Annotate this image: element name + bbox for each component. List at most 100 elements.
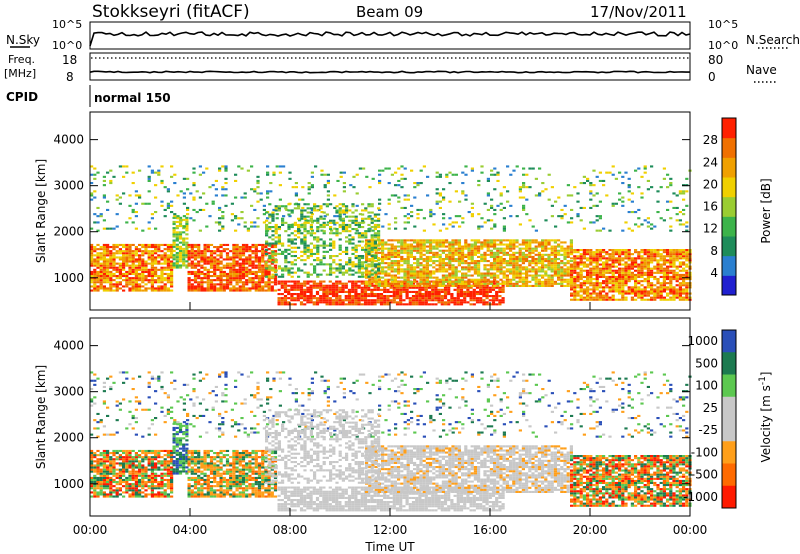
power-cell: [216, 289, 220, 292]
power-cell: [222, 270, 226, 273]
power-cell: [643, 165, 647, 168]
power-cell: [265, 261, 269, 264]
power-cell: [454, 260, 458, 263]
power-cell: [112, 256, 116, 259]
power-cell: [257, 279, 262, 282]
power-cell: [488, 286, 492, 289]
power-cell: [138, 275, 142, 278]
power-cell: [408, 290, 412, 293]
power-cell: [646, 280, 650, 283]
power-cell: [634, 284, 638, 287]
power-cell: [431, 303, 435, 306]
power-cell: [403, 260, 407, 263]
power-cell: [257, 256, 262, 259]
power-cell: [354, 221, 358, 224]
power-cell: [397, 266, 401, 269]
power-cell: [378, 182, 382, 185]
power-cell: [109, 179, 113, 182]
power-cell: [109, 182, 113, 185]
power-cell: [285, 208, 289, 211]
power-cell: [650, 165, 654, 168]
power-cell: [96, 171, 100, 174]
power-cell: [493, 272, 497, 275]
power-cell: [185, 237, 189, 240]
power-cell: [166, 262, 170, 265]
power-cell: [320, 229, 324, 232]
power-cell: [424, 303, 428, 306]
power-cell: [381, 251, 385, 254]
power-cell: [390, 249, 394, 252]
power-cell: [209, 279, 214, 282]
power-cell: [280, 286, 284, 289]
power-cell: [429, 215, 433, 218]
power-cell: [634, 259, 638, 262]
power-cell: [367, 295, 371, 298]
power-cell: [470, 280, 474, 283]
power-cell: [351, 265, 355, 268]
power-cell: [456, 295, 460, 298]
power-cell: [332, 246, 336, 249]
power-cell: [534, 258, 538, 261]
power-cell: [322, 244, 326, 247]
power-cell: [469, 297, 473, 300]
power-cell: [595, 275, 599, 278]
power-cell: [316, 226, 320, 229]
power-cell: [402, 282, 406, 285]
power-cell: [93, 254, 97, 257]
power-cell: [427, 295, 432, 298]
power-cell: [102, 254, 106, 257]
power-cell: [493, 262, 497, 265]
power-cell: [424, 295, 428, 298]
power-cell: [333, 215, 337, 218]
power-cell: [521, 272, 525, 275]
power-cell: [377, 247, 381, 250]
power-cell: [335, 211, 339, 214]
power-cell: [499, 278, 503, 281]
power-cell: [329, 228, 333, 231]
power-cell: [319, 259, 323, 262]
power-cell: [464, 280, 468, 283]
power-cell: [470, 274, 474, 277]
power-cell: [106, 266, 110, 269]
power-cell: [656, 200, 660, 203]
power-cell: [656, 251, 660, 254]
power-cell: [163, 287, 167, 290]
power-cell: [357, 261, 361, 264]
power-cell: [573, 290, 577, 293]
power-cell: [274, 223, 278, 226]
power-cell: [461, 284, 465, 287]
power-cell: [570, 265, 574, 268]
power-cell: [364, 230, 368, 233]
power-cell: [408, 297, 412, 300]
power-cell: [627, 290, 631, 293]
power-cell: [109, 275, 113, 278]
power-cell: [595, 257, 599, 260]
power-cell: [528, 241, 532, 244]
power-cell: [518, 251, 522, 254]
power-cell: [489, 268, 493, 271]
power-cell: [257, 250, 262, 253]
power-cell: [397, 272, 401, 275]
power-cell: [659, 288, 663, 291]
power-cell: [392, 301, 396, 304]
power-cell: [96, 289, 100, 292]
power-cell: [150, 171, 154, 174]
power-cell: [614, 249, 618, 252]
power-cell: [384, 274, 388, 277]
power-cell: [319, 295, 323, 298]
power-cell: [319, 238, 323, 241]
power-cell: [229, 250, 233, 253]
power-cell: [403, 274, 407, 277]
power-cell: [154, 184, 158, 187]
power-cell: [682, 253, 686, 256]
power-cell: [303, 242, 307, 245]
power-cell: [367, 301, 371, 304]
power-cell: [102, 196, 106, 199]
power-cell: [438, 255, 442, 258]
power-cell: [486, 245, 490, 248]
power-cell: [682, 251, 686, 254]
power-cell: [485, 297, 489, 300]
power-cell: [499, 266, 503, 269]
power-cell: [608, 298, 612, 301]
power-cell: [685, 229, 689, 232]
